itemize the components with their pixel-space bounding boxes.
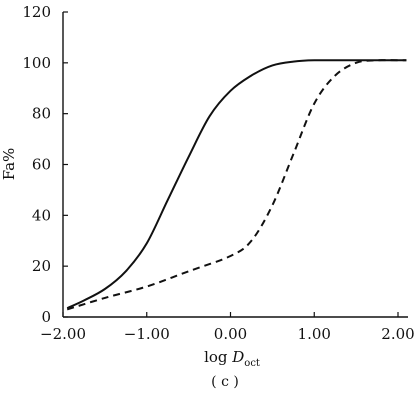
- x-tick-label: 1.00: [298, 325, 331, 343]
- y-axis-title: Fa%: [0, 148, 18, 181]
- x-tick-label: 2.00: [381, 325, 414, 343]
- series-line-solid: [66, 59, 407, 310]
- x-title-subscript: oct: [244, 358, 260, 369]
- y-tick-label: 100: [22, 54, 51, 72]
- y-tick-label: 120: [22, 3, 51, 21]
- x-axis-title: log Doct: [204, 348, 260, 369]
- axes: 0 20 40 60 80 100 120 −2.00 −1.00 0.00 1.00 2.00: [22, 3, 414, 343]
- y-tick-label: 20: [32, 257, 51, 275]
- y-tick-label: 0: [41, 308, 51, 326]
- x-tick-label: −1.00: [124, 325, 170, 343]
- x-tick-label: 0.00: [214, 325, 247, 343]
- x-tick-label: −2.00: [40, 325, 86, 343]
- series-line-dashed: [66, 59, 407, 311]
- series-layer: [66, 59, 407, 311]
- axis-labels: Fa% log Doct ( c ): [0, 148, 260, 390]
- y-tick-label: 60: [32, 156, 51, 174]
- x-title-prefix: log: [204, 348, 232, 366]
- y-tick-label: 40: [32, 206, 51, 224]
- y-tick-label: 80: [32, 105, 51, 123]
- x-title-variable: D: [231, 348, 244, 366]
- figure-caption: ( c ): [211, 374, 239, 390]
